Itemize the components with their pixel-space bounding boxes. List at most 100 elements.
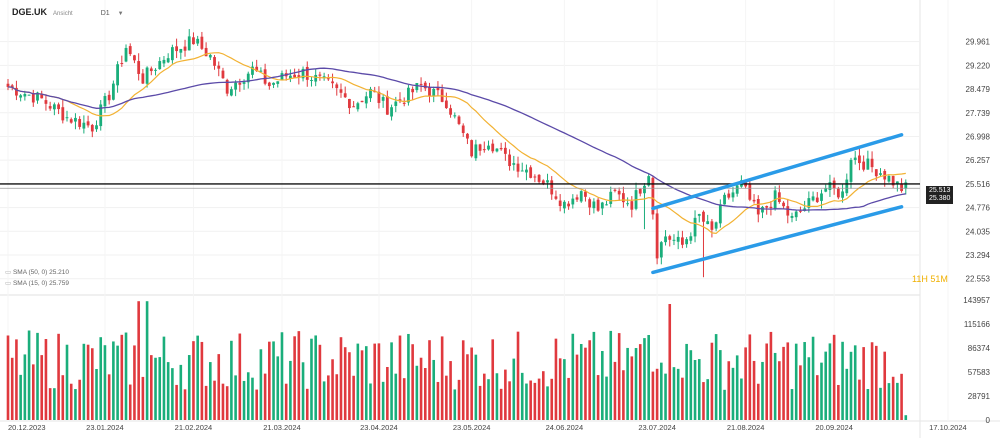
candle-body	[141, 73, 145, 84]
volume-bar	[242, 380, 246, 420]
candle-body	[31, 93, 35, 103]
candle-body	[217, 65, 221, 69]
volume-bar	[765, 343, 768, 420]
candle-body	[326, 78, 330, 80]
volume-bar	[630, 356, 634, 420]
volume-bar	[529, 380, 532, 420]
candle-body	[630, 201, 634, 210]
volume-bar	[436, 381, 440, 420]
volume-bar	[655, 368, 659, 420]
volume-bar	[238, 333, 242, 420]
candles-group	[6, 29, 908, 278]
volume-bar	[86, 344, 90, 420]
timeframe-selector[interactable]: D1	[100, 10, 110, 17]
volume-bar	[213, 380, 216, 420]
candle-body	[133, 55, 136, 61]
volume-bar	[605, 376, 608, 420]
volume-bar	[133, 345, 136, 420]
volume-bar	[360, 350, 364, 420]
volume-bar	[516, 331, 520, 420]
volume-bar	[352, 375, 355, 420]
price-tick-label: 24.776	[966, 204, 991, 213]
candle-body	[423, 82, 427, 89]
candle-body	[10, 85, 14, 88]
candle-body	[339, 89, 343, 93]
candle-body	[99, 104, 103, 127]
volume-bar	[318, 344, 322, 420]
candle-body	[40, 93, 44, 99]
candle-body	[272, 82, 275, 85]
candle-body	[238, 82, 242, 85]
candle-body	[626, 203, 630, 205]
candle-body	[600, 202, 604, 209]
candle-body	[575, 197, 579, 200]
candle-body	[571, 198, 575, 205]
volume-bar	[394, 373, 398, 420]
candle-body	[145, 67, 149, 84]
volume-bar	[879, 387, 882, 420]
volume-bar	[293, 336, 296, 420]
volume-bar	[520, 372, 524, 420]
volume-bar	[815, 375, 819, 420]
candle-body	[251, 66, 254, 75]
volume-bar	[268, 341, 271, 420]
volume-bar	[478, 385, 482, 420]
volume-tick-label: 0	[986, 416, 991, 425]
candle-body	[322, 76, 326, 78]
volume-bar	[53, 388, 56, 420]
volume-bar	[440, 336, 444, 420]
volume-bar	[209, 362, 212, 420]
volume-bar	[457, 379, 461, 420]
candle-body	[466, 133, 469, 139]
volume-bar	[706, 379, 709, 420]
candle-body	[482, 149, 486, 151]
volume-tick-label: 86374	[968, 344, 991, 353]
time-tick-label: 17.10.2024	[929, 423, 967, 432]
volume-bar	[542, 371, 545, 420]
volume-bar	[445, 375, 448, 420]
volume-bar	[735, 355, 739, 420]
candle-body	[293, 74, 297, 78]
candle-body	[116, 64, 119, 86]
candle-body	[681, 237, 684, 245]
candle-body	[411, 88, 415, 93]
candle-body	[369, 88, 372, 99]
candle-body	[723, 194, 726, 205]
time-tick-label: 20.12.2023	[8, 423, 46, 432]
volume-bar	[651, 371, 655, 420]
volume-bar	[643, 338, 646, 420]
volume-bar	[866, 389, 870, 420]
volume-bar	[154, 357, 157, 420]
volume-bar	[571, 333, 575, 420]
candle-body	[111, 83, 115, 100]
candle-body	[693, 217, 697, 237]
symbol-label[interactable]: DGE.UK	[12, 7, 48, 17]
candle-body	[343, 93, 347, 98]
candle-body	[78, 118, 82, 127]
candle-body	[27, 94, 31, 96]
volume-bar	[622, 370, 625, 420]
candle-body	[192, 37, 195, 45]
candle-body	[828, 182, 832, 190]
volume-bar	[883, 351, 887, 420]
volume-bar	[272, 341, 275, 420]
volume-bar	[740, 378, 743, 420]
candle-body	[706, 221, 710, 225]
volume-bar	[689, 350, 693, 420]
candle-body	[613, 189, 617, 191]
chevron-down-icon[interactable]: ▼	[117, 11, 124, 17]
volume-bar	[15, 339, 18, 420]
candle-body	[19, 95, 23, 98]
candle-body	[525, 169, 528, 173]
volume-bar	[584, 347, 587, 420]
candle-body	[390, 107, 393, 117]
candle-body	[44, 100, 48, 104]
candle-body	[794, 211, 798, 218]
candle-body	[259, 70, 263, 72]
candle-body	[128, 46, 132, 55]
candle-body	[512, 163, 516, 165]
candle-body	[208, 54, 212, 58]
candle-body	[428, 87, 431, 96]
time-tick-label: 23.07.2024	[638, 423, 676, 432]
